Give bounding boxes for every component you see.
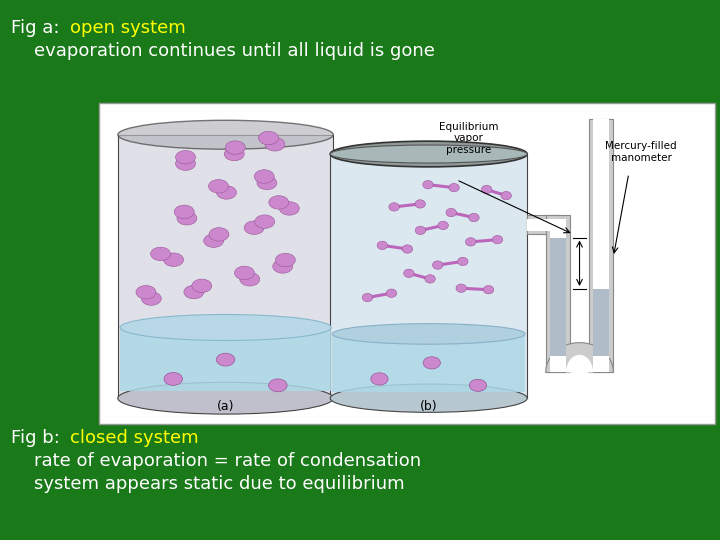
Text: system appears static due to equilibrium: system appears static due to equilibrium [11,475,405,493]
Ellipse shape [415,226,426,234]
Ellipse shape [273,260,292,273]
Text: Fig b:: Fig b: [11,429,71,447]
Ellipse shape [330,384,527,413]
Ellipse shape [136,286,156,299]
Ellipse shape [217,186,236,199]
Ellipse shape [371,373,388,385]
Ellipse shape [415,200,426,208]
Ellipse shape [492,235,503,244]
Ellipse shape [456,284,467,292]
Polygon shape [546,343,613,373]
Ellipse shape [163,253,184,266]
Ellipse shape [255,215,274,228]
Ellipse shape [209,179,228,193]
Text: Mercury-filled
manometer: Mercury-filled manometer [606,141,677,163]
Text: Equilibrium
vapor
pressure: Equilibrium vapor pressure [439,122,498,155]
Ellipse shape [269,379,287,392]
Ellipse shape [216,353,235,366]
Ellipse shape [377,241,387,249]
Text: rate of evaporation = rate of condensation: rate of evaporation = rate of condensati… [11,452,421,470]
Polygon shape [593,289,609,356]
Ellipse shape [269,195,289,209]
Ellipse shape [423,180,433,189]
Ellipse shape [257,176,277,190]
FancyBboxPatch shape [99,103,715,424]
Ellipse shape [389,202,400,211]
Ellipse shape [362,293,373,302]
Ellipse shape [192,279,212,293]
Ellipse shape [118,120,333,149]
Ellipse shape [386,289,397,298]
Ellipse shape [177,212,197,225]
Polygon shape [120,327,331,391]
Ellipse shape [225,147,244,161]
Ellipse shape [204,234,224,247]
Text: evaporation continues until all liquid is gone: evaporation continues until all liquid i… [11,42,435,60]
Ellipse shape [240,273,260,286]
Text: (b): (b) [420,400,438,413]
Polygon shape [566,355,593,373]
Polygon shape [330,154,527,398]
Ellipse shape [164,373,182,386]
Ellipse shape [279,201,300,215]
Ellipse shape [176,151,196,164]
Ellipse shape [258,131,279,145]
Ellipse shape [330,145,527,163]
Ellipse shape [141,292,161,305]
Polygon shape [546,215,570,373]
Text: open system: open system [70,19,186,37]
Text: (a): (a) [217,400,234,413]
Ellipse shape [449,184,459,192]
Ellipse shape [120,314,331,341]
Ellipse shape [235,266,254,280]
Ellipse shape [425,275,436,283]
Ellipse shape [225,141,246,154]
Ellipse shape [466,238,476,246]
Ellipse shape [184,285,204,299]
Ellipse shape [404,269,414,278]
Ellipse shape [446,208,456,217]
Ellipse shape [254,170,274,183]
Polygon shape [593,119,609,373]
Ellipse shape [469,379,487,392]
Text: Fig a:: Fig a: [11,19,71,37]
Polygon shape [527,215,558,234]
Ellipse shape [244,221,264,234]
Ellipse shape [483,286,494,294]
Ellipse shape [501,192,511,200]
Ellipse shape [276,253,295,267]
Ellipse shape [118,382,333,414]
Ellipse shape [433,261,443,269]
Ellipse shape [438,221,449,229]
Ellipse shape [150,247,171,261]
Ellipse shape [174,205,194,219]
Ellipse shape [469,213,479,222]
Polygon shape [550,219,566,373]
Polygon shape [550,238,566,356]
Polygon shape [118,135,333,398]
Ellipse shape [482,185,492,194]
Ellipse shape [458,257,468,266]
Ellipse shape [330,141,527,167]
Ellipse shape [423,357,441,369]
Ellipse shape [333,323,525,344]
Ellipse shape [209,228,229,241]
Ellipse shape [402,245,413,253]
Ellipse shape [265,138,285,151]
Polygon shape [589,119,613,373]
Polygon shape [333,334,525,392]
Polygon shape [527,219,558,231]
Ellipse shape [176,157,196,171]
Text: closed system: closed system [70,429,199,447]
